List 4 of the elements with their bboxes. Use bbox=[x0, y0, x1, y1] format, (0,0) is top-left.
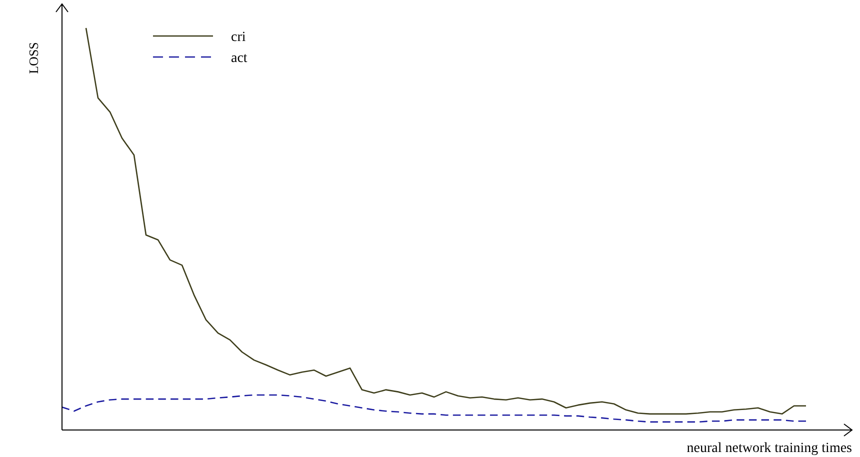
y-axis-title: LOSS bbox=[26, 42, 41, 74]
legend-label: act bbox=[231, 51, 248, 66]
legend-label: cri bbox=[231, 30, 246, 45]
x-axis-title: neural network training times bbox=[686, 441, 852, 456]
